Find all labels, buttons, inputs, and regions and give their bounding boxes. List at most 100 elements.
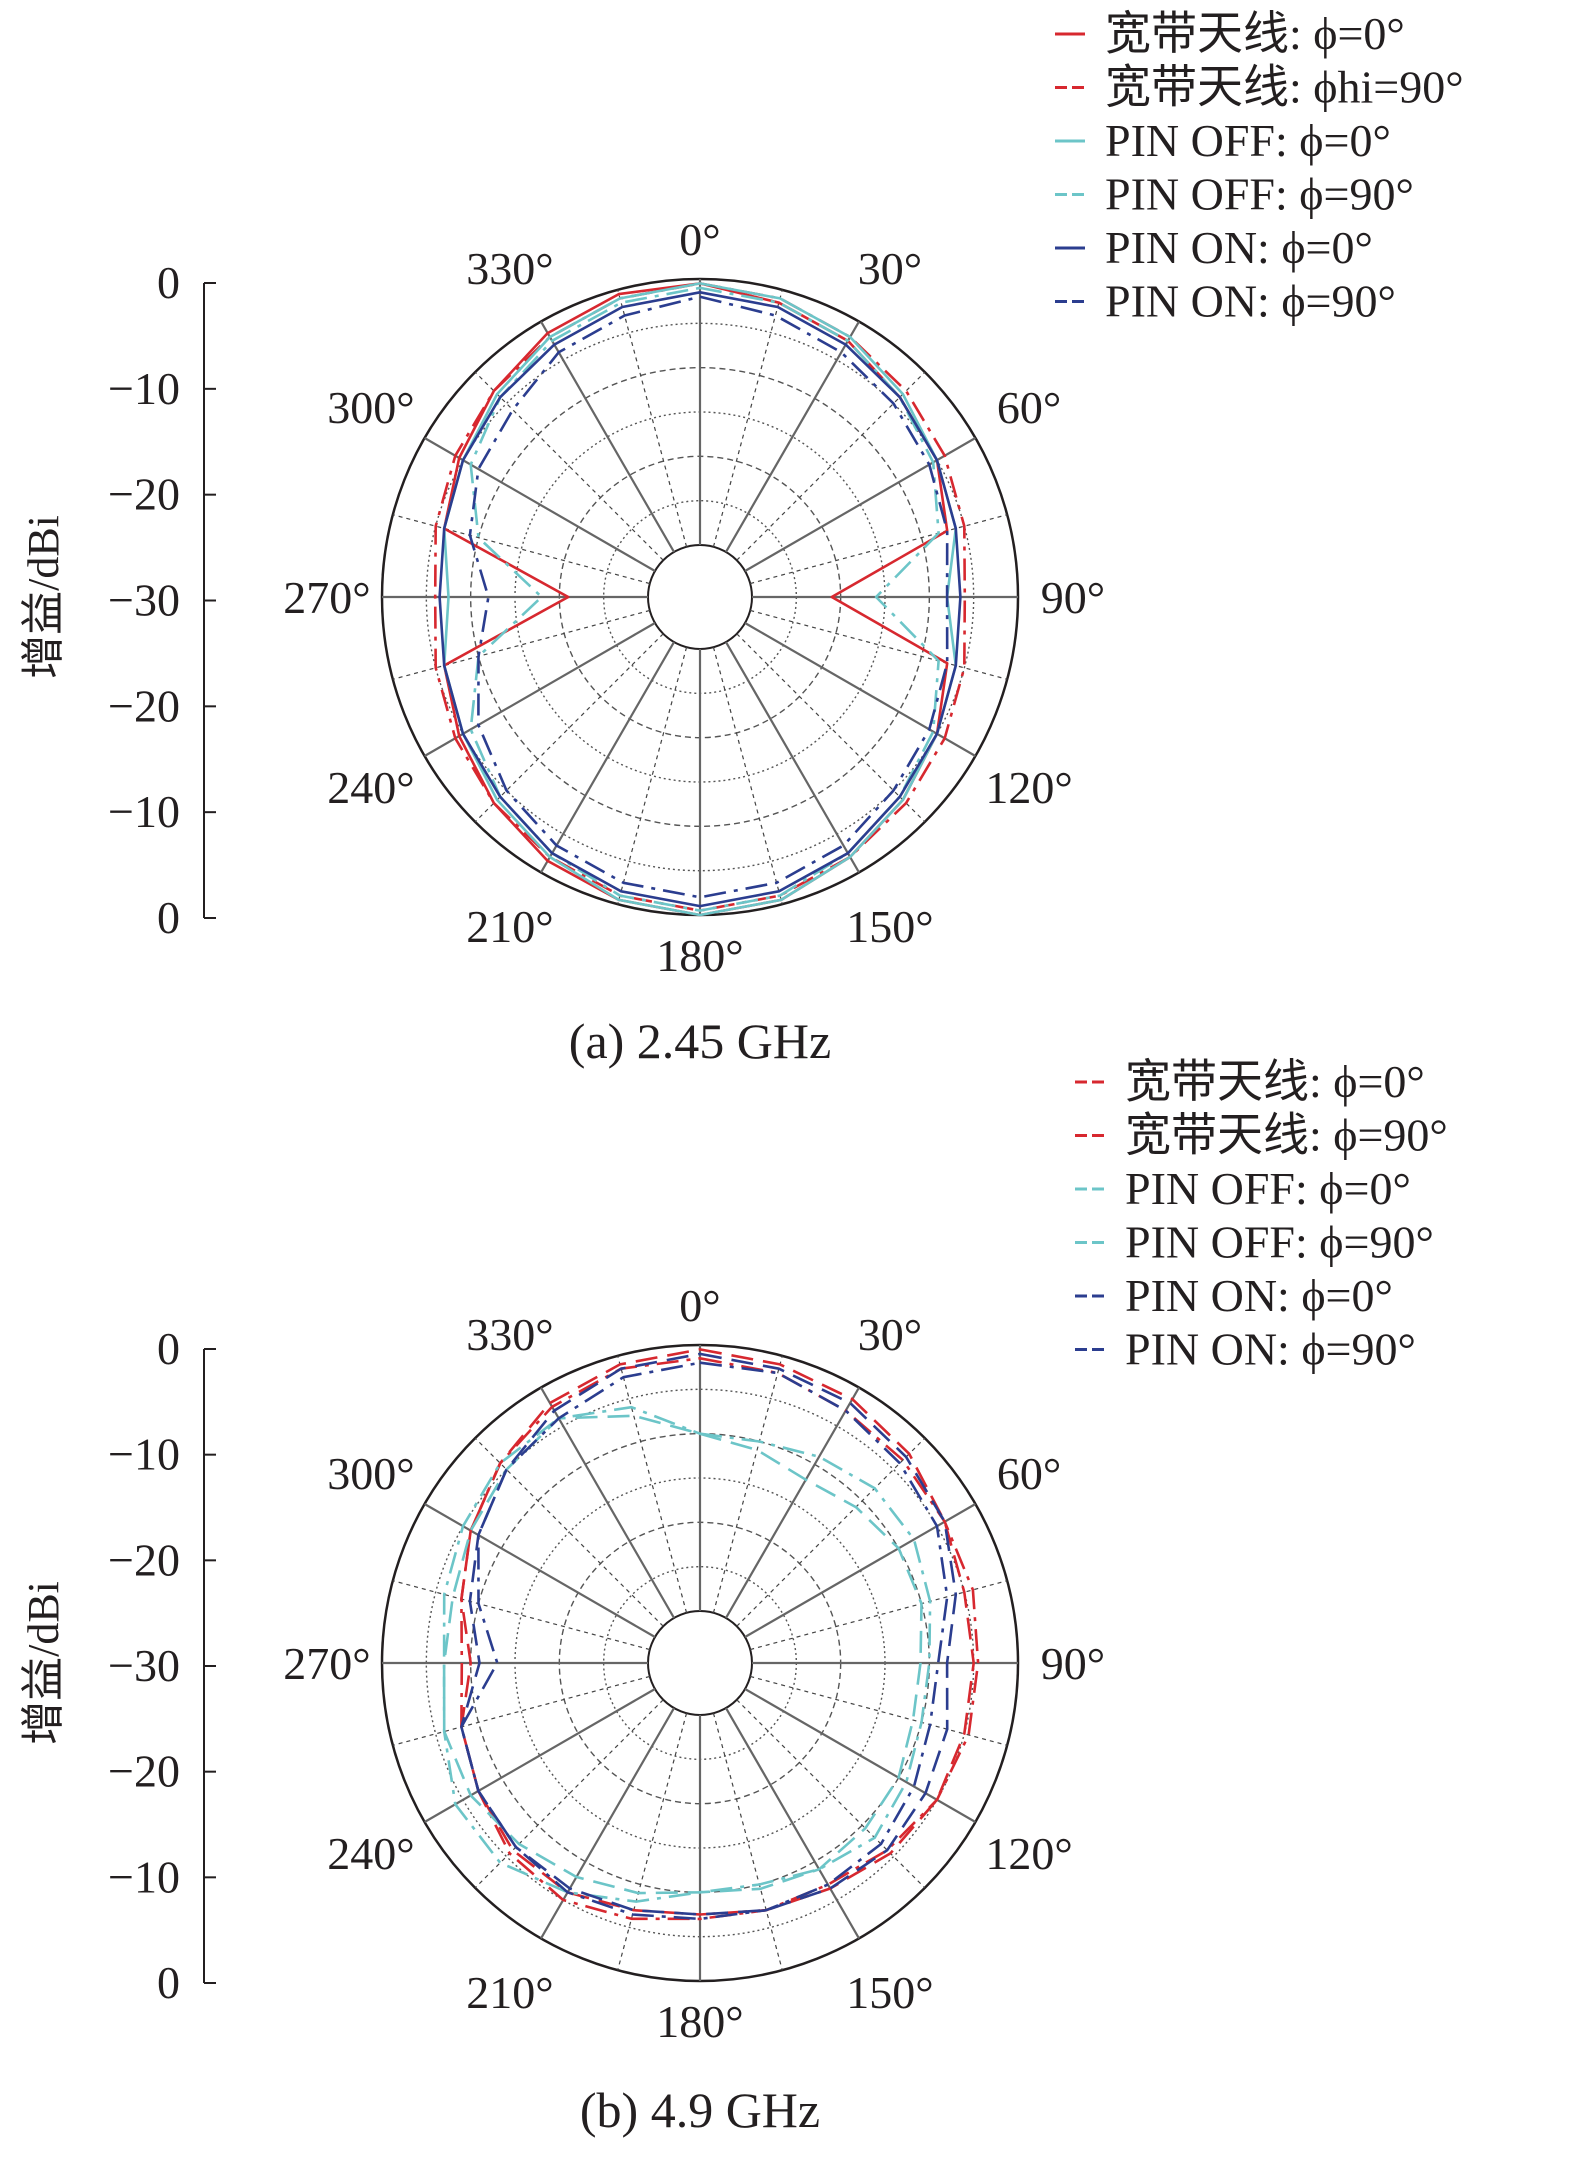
radial-tick-label: −20	[108, 1534, 180, 1585]
legend-label-3: PIN OFF: ϕ=0°	[1105, 115, 1391, 166]
angle-label-300: 300°	[327, 1448, 414, 1499]
angle-label-0: 0°	[679, 1280, 720, 1331]
angle-label-150: 150°	[846, 1967, 933, 2018]
radial-tick-label: −20	[108, 469, 180, 520]
series-line-4	[469, 286, 940, 912]
radial-tick-label: −10	[108, 1851, 180, 1902]
angle-label-120: 120°	[985, 1828, 1072, 1879]
series-line-6	[468, 295, 949, 899]
angle-label-210: 210°	[466, 901, 553, 952]
legend-label-5: PIN ON: ϕ=0°	[1105, 222, 1373, 273]
grid-spoke	[392, 1675, 650, 1746]
grid-spoke	[617, 647, 688, 905]
polar-chart-a: 0° 30° 60° 90° 120° 150° 180° 210° 240° 270° 300° 3…	[19, 8, 1464, 1069]
legend: 宽带天线: ϕ=0°宽带天线: ϕ=90°PIN OFF: ϕ=0°PIN OF…	[1075, 1056, 1448, 1375]
angle-label-330: 330°	[466, 243, 553, 294]
grid-spoke	[750, 609, 1008, 680]
grid-spoke	[750, 514, 1008, 585]
grid-spoke	[712, 1355, 783, 1613]
grid-spoke	[617, 289, 688, 547]
angle-label-180: 180°	[656, 1996, 743, 2047]
grid-spoke	[392, 1580, 650, 1651]
grid-spoke	[712, 647, 783, 905]
y-axis-label: 增益/dBi	[19, 1581, 68, 1745]
angle-labels: 0° 30° 60° 90° 120° 150° 180° 210° 240° 270° 300° 3…	[283, 214, 1105, 981]
legend-label-4: PIN OFF: ϕ=90°	[1125, 1217, 1434, 1268]
series-line-2	[460, 1348, 975, 1916]
angle-label-60: 60°	[997, 382, 1061, 433]
radial-tick-label: −10	[108, 1429, 180, 1480]
radial-tick-label: 0	[157, 1323, 180, 1374]
series-line-6	[460, 1352, 958, 1916]
series-line-5	[460, 1361, 949, 1921]
grid-spoke	[540, 641, 675, 873]
grid-spoke	[540, 321, 675, 553]
angle-label-240: 240°	[327, 1828, 414, 1879]
legend-label-2: 宽带天线: ϕ=90°	[1125, 1110, 1448, 1161]
grid-spoke	[750, 1675, 1008, 1746]
inner-ring	[647, 544, 753, 650]
polar-chart-b: 0° 30° 60° 90° 120° 150° 180° 210° 240° 270° 300° 3…	[19, 1056, 1448, 2138]
radial-tick-label: −30	[108, 575, 180, 626]
angle-label-30: 30°	[858, 243, 922, 294]
polar-grid	[380, 1343, 1020, 1983]
radial-tick-label: −20	[108, 680, 180, 731]
radial-tick-label: 0	[157, 1957, 180, 2008]
legend-label-2: 宽带天线: ϕhi=90°	[1105, 62, 1464, 113]
series-line-5	[438, 291, 962, 908]
grid-spoke	[424, 1688, 656, 1823]
angle-label-60: 60°	[997, 1448, 1061, 1499]
radial-axis: 0 −10 −20 −30 −20 −10 0 增益/dBi	[19, 257, 216, 943]
angle-label-210: 210°	[466, 1967, 553, 2018]
grid-spoke	[725, 641, 860, 873]
angle-labels: 0° 30° 60° 90° 120° 150° 180° 210° 240° 270° 300° 3…	[283, 1280, 1105, 2047]
grid-spoke	[750, 1580, 1008, 1651]
radial-tick-label: −10	[108, 363, 180, 414]
angle-label-90: 90°	[1041, 572, 1105, 623]
series-group	[442, 1348, 980, 1921]
grid-spoke	[617, 1355, 688, 1613]
angle-label-270: 270°	[283, 1638, 370, 1689]
legend-label-6: PIN ON: ϕ=90°	[1105, 276, 1396, 327]
grid-spoke	[392, 609, 650, 680]
angle-label-270: 270°	[283, 572, 370, 623]
radial-axis: 0 −10 −20 −30 −20 −10 0 增益/dBi	[19, 1323, 216, 2008]
angle-label-0: 0°	[679, 214, 720, 265]
radial-tick-label: −10	[108, 786, 180, 837]
series-line-3	[442, 1405, 932, 1903]
angle-label-120: 120°	[985, 762, 1072, 813]
radial-tick-label: −30	[108, 1640, 180, 1691]
legend-label-1: 宽带天线: ϕ=0°	[1105, 8, 1405, 59]
grid-spoke	[725, 321, 860, 553]
legend-label-1: 宽带天线: ϕ=0°	[1125, 1056, 1425, 1107]
y-axis-label: 增益/dBi	[19, 515, 68, 679]
figure-caption: (b) 4.9 GHz	[580, 2082, 820, 2138]
inner-ring	[647, 1610, 753, 1716]
angle-label-300: 300°	[327, 382, 414, 433]
grid-spoke	[392, 514, 650, 585]
legend-label-4: PIN OFF: ϕ=90°	[1105, 169, 1414, 220]
legend-label-3: PIN OFF: ϕ=0°	[1125, 1163, 1411, 1214]
figure-caption: (a) 2.45 GHz	[569, 1013, 831, 1069]
radial-tick-label: −20	[108, 1746, 180, 1797]
angle-label-180: 180°	[656, 930, 743, 981]
series-line-4	[442, 1414, 923, 1895]
radial-tick-label: 0	[157, 892, 180, 943]
grid-spoke	[617, 1713, 688, 1971]
radial-tick-label: 0	[157, 257, 180, 308]
legend-label-6: PIN ON: ϕ=90°	[1125, 1324, 1416, 1375]
legend: 宽带天线: ϕ=0°宽带天线: ϕhi=90°PIN OFF: ϕ=0°PIN …	[1055, 8, 1464, 327]
series-line-2	[433, 282, 967, 912]
grid-spoke	[540, 1387, 675, 1619]
angle-label-30: 30°	[858, 1309, 922, 1360]
angle-label-240: 240°	[327, 762, 414, 813]
grid-spoke	[712, 1713, 783, 1971]
polar-grid	[380, 277, 1020, 917]
grid-spoke	[725, 1387, 860, 1619]
angle-label-90: 90°	[1041, 1638, 1105, 1689]
angle-label-330: 330°	[466, 1309, 553, 1360]
series-line-1	[460, 1357, 980, 1921]
grid-spoke	[725, 1707, 860, 1939]
series-group	[433, 282, 967, 917]
